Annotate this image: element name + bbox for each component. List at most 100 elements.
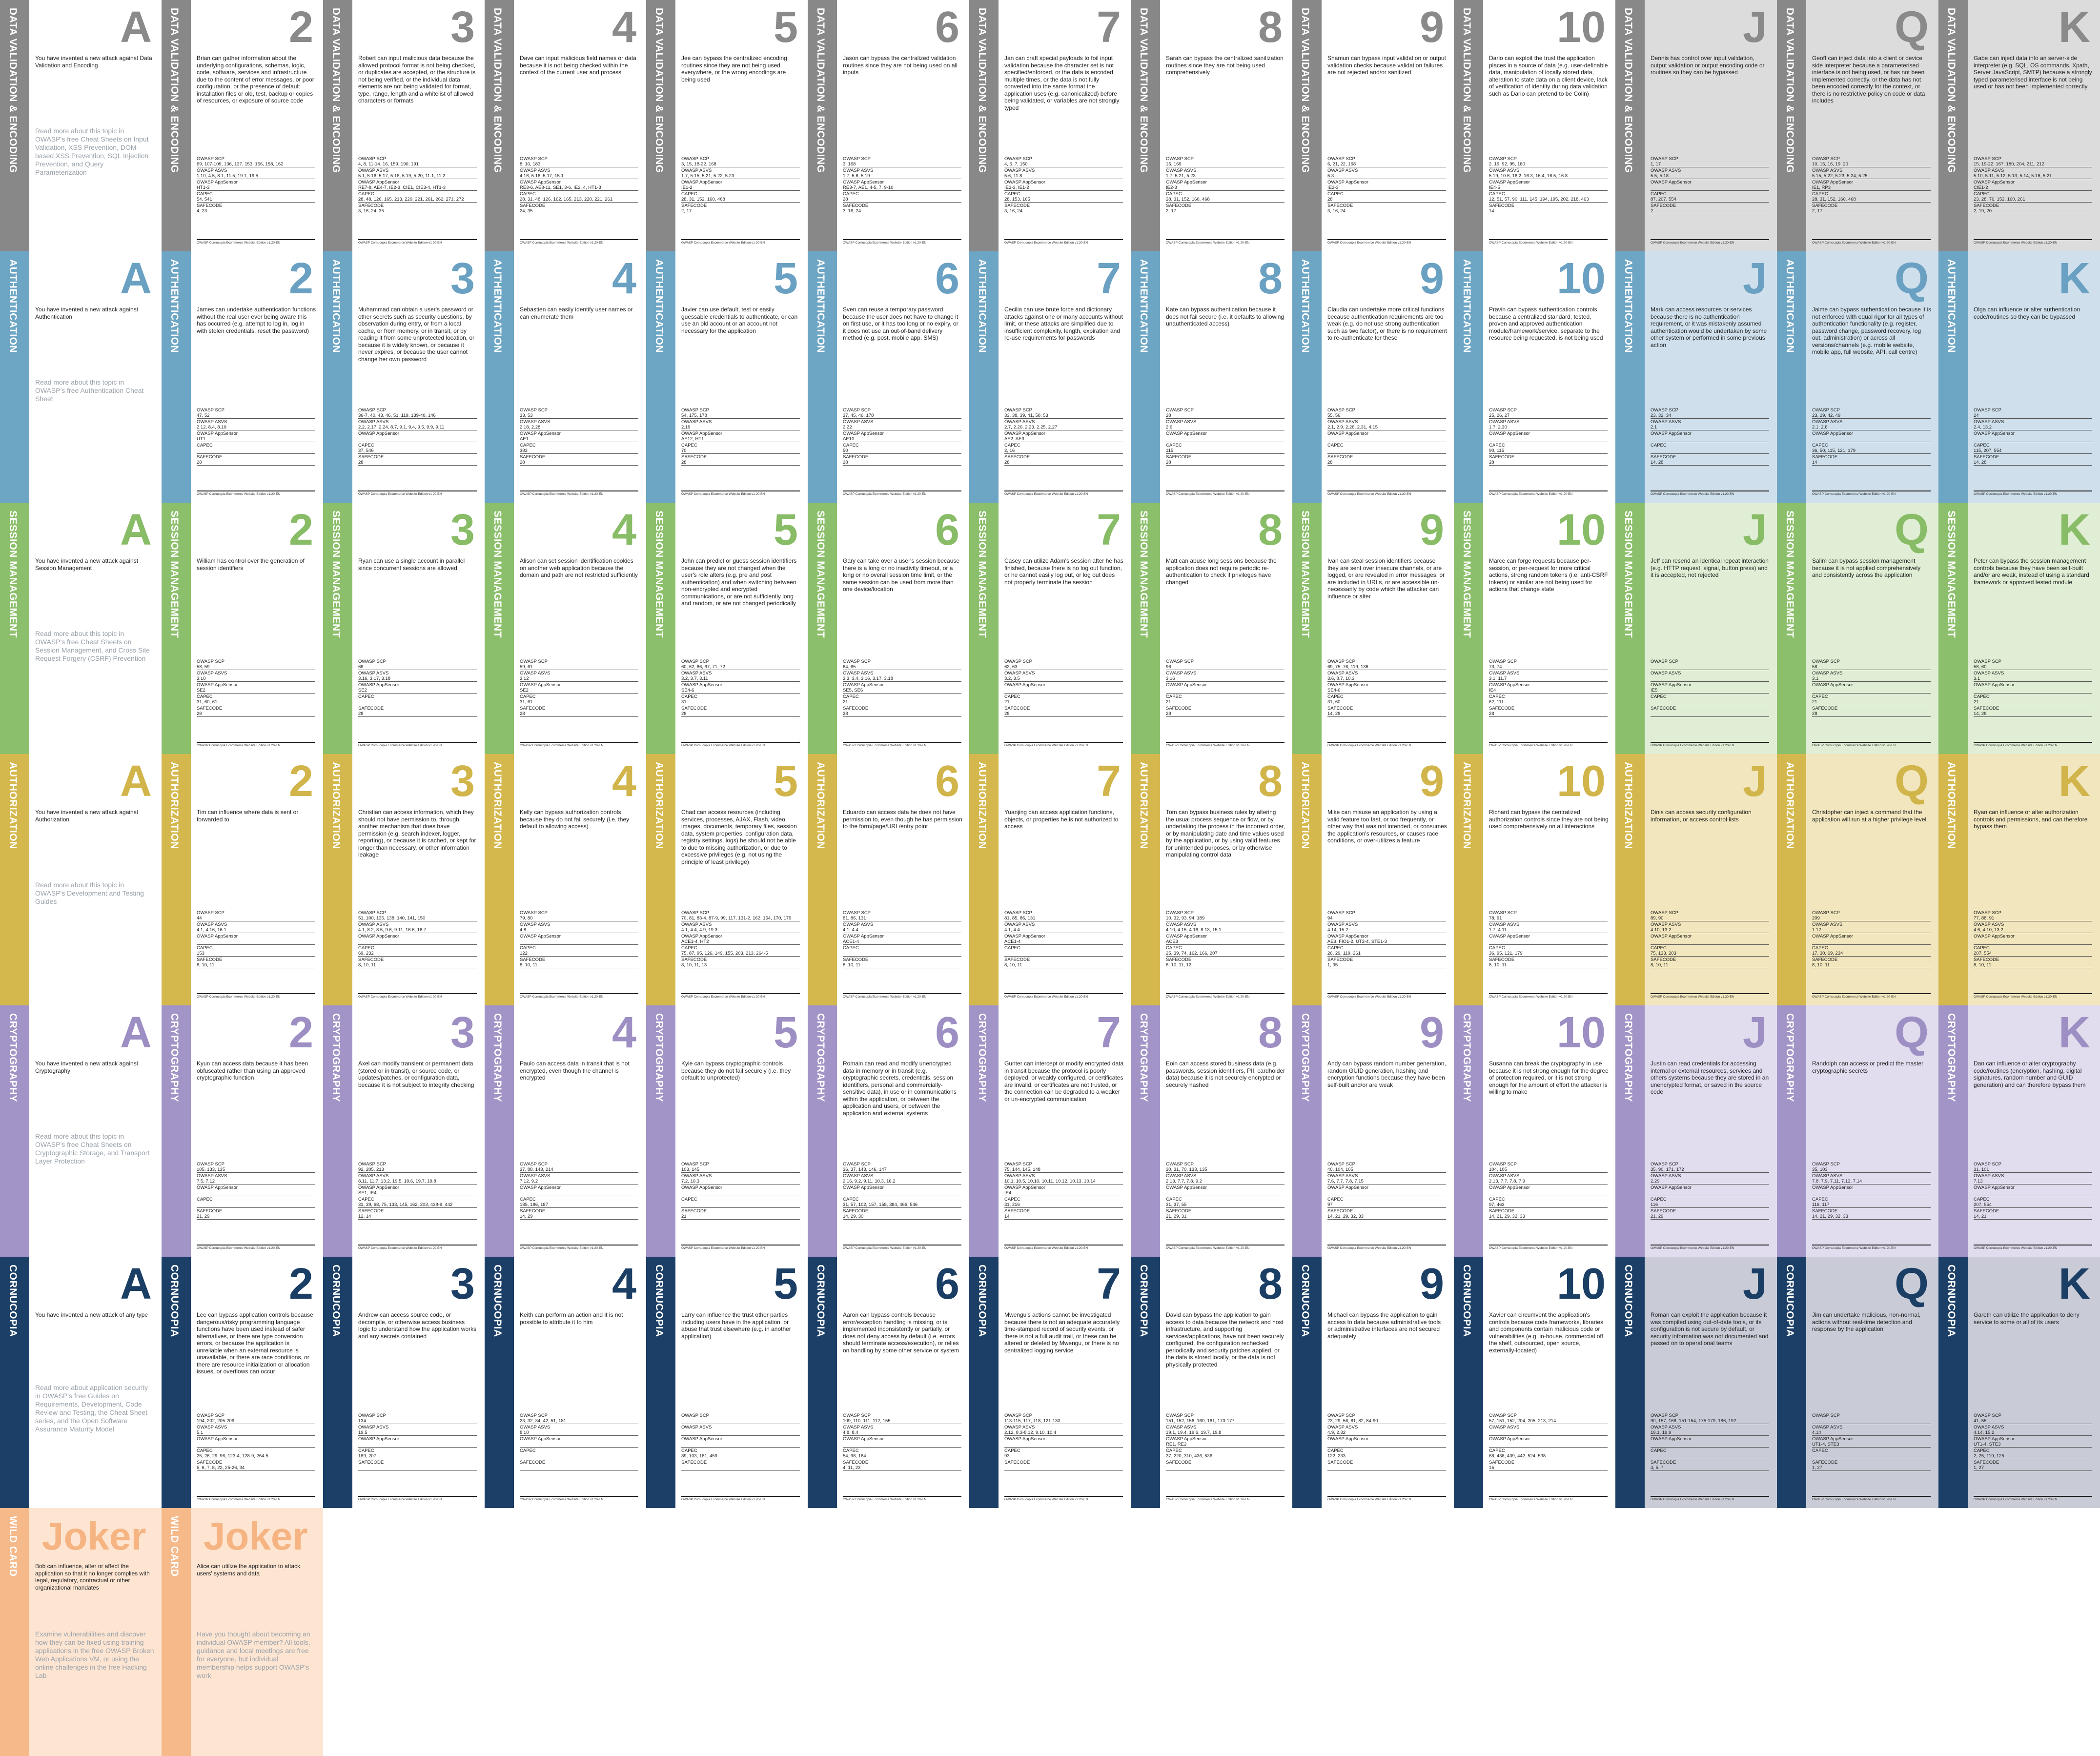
card-dv-k[interactable]: DATA VALIDATION & ENCODING K Gabe can inje… [1938, 0, 2100, 251]
card-cr-q[interactable]: CRYPTOGRAPHY Q Randolph can access or pred… [1777, 1005, 1938, 1257]
card-cr-4[interactable]: CRYPTOGRAPHY 4 Paulo can access data in tr… [485, 1005, 646, 1257]
card-at-q[interactable]: AUTHENTICATION Q Jaime can bypass authenti… [1777, 251, 1938, 503]
card-dv-3[interactable]: DATA VALIDATION & ENCODING 3 Robert can in… [323, 0, 485, 251]
card-sm-k[interactable]: SESSION MANAGEMENT K Peter can bypass the … [1938, 503, 2100, 754]
mapping-value [358, 1442, 477, 1447]
card-az-2[interactable]: AUTHORIZATION 2 Tim can influence where da… [162, 754, 323, 1005]
card-az-8[interactable]: AUTHORIZATION 8 Tom can bypass business ru… [1131, 754, 1292, 1005]
card-co-j[interactable]: CORNUCOPIA J Roman can exploit the applica… [1615, 1257, 1777, 1508]
card-at-5[interactable]: AUTHENTICATION 5 Javier can use default, t… [646, 251, 808, 503]
card-cr-5[interactable]: CRYPTOGRAPHY 5 Kyle can bypass cryptograph… [646, 1005, 808, 1257]
suit-strip: WILD CARD [0, 1508, 29, 1756]
card-cr-10[interactable]: CRYPTOGRAPHY 10 Susanna can break the cryp… [1454, 1005, 1615, 1257]
card-at-6[interactable]: AUTHENTICATION 6 Sven can reuse a temporar… [808, 251, 969, 503]
card-dv-j[interactable]: DATA VALIDATION & ENCODING J Dennis has co… [1615, 0, 1777, 251]
card-at-4[interactable]: AUTHENTICATION 4 Sebastien can easily iden… [485, 251, 646, 503]
card-sm-a[interactable]: SESSION MANAGEMENT A You have invented a n… [0, 503, 162, 754]
card-joker-1[interactable]: WILD CARD Joker Bob can influence, alter o… [0, 1508, 162, 1756]
card-az-a[interactable]: AUTHORIZATION A You have invented a new at… [0, 754, 162, 1005]
card-cr-8[interactable]: CRYPTOGRAPHY 8 Eoin can access stored busi… [1131, 1005, 1292, 1257]
card-dv-6[interactable]: DATA VALIDATION & ENCODING 6 Jason can byp… [808, 0, 969, 251]
card-co-7[interactable]: CORNUCOPIA 7 Mwengu's actions cannot be in… [969, 1257, 1131, 1508]
card-sm-3[interactable]: SESSION MANAGEMENT 3 Ryan can use a single… [323, 503, 485, 754]
card-dv-8[interactable]: DATA VALIDATION & ENCODING 8 Sarah can byp… [1131, 0, 1292, 251]
mapping-row-asvs: OWASP ASVS 4.1, 4.16, 16.1 [197, 922, 315, 933]
card-sm-7[interactable]: SESSION MANAGEMENT 7 Casey can utilize Ada… [969, 503, 1131, 754]
card-rank: 3 [450, 1008, 475, 1057]
mapping-row-appsensor: OWASP AppSensor AE1 [520, 431, 638, 442]
card-cr-3[interactable]: CRYPTOGRAPHY 3 Axel can modify transient o… [323, 1005, 485, 1257]
card-co-8[interactable]: CORNUCOPIA 8 David can bypass the applicat… [1131, 1257, 1292, 1508]
card-cr-k[interactable]: CRYPTOGRAPHY K Dan can influence or alter … [1938, 1005, 2100, 1257]
suit-label: SESSION MANAGEMENT [1461, 510, 1472, 638]
card-co-9[interactable]: CORNUCOPIA 9 Michael can bypass the applic… [1292, 1257, 1454, 1508]
card-dv-5[interactable]: DATA VALIDATION & ENCODING 5 Jee can bypas… [646, 0, 808, 251]
mapping-row-appsensor: OWASP AppSensor [1812, 934, 1931, 945]
card-cr-7[interactable]: CRYPTOGRAPHY 7 Gunter can intercept or mod… [969, 1005, 1131, 1257]
card-az-q[interactable]: AUTHORIZATION Q Christopher can inject a c… [1777, 754, 1938, 1005]
mapping-value: 30, 31, 70, 133, 135 [1166, 1167, 1207, 1172]
card-at-2[interactable]: AUTHENTICATION 2 James can undertake authe… [162, 251, 323, 503]
card-sm-5[interactable]: SESSION MANAGEMENT 5 John can predict or g… [646, 503, 808, 754]
card-at-j[interactable]: AUTHENTICATION J Mark can access resources… [1615, 251, 1777, 503]
card-co-q[interactable]: CORNUCOPIA Q Jim can undertake malicious, … [1777, 1257, 1938, 1508]
card-az-9[interactable]: AUTHORIZATION 9 Mike can misuse an applica… [1292, 754, 1454, 1005]
mapping-label: SAFECODE [520, 203, 546, 208]
card-description: Peter can bypass the session management … [1974, 557, 2089, 586]
card-cr-2[interactable]: CRYPTOGRAPHY 2 Kyun can access data becaus… [162, 1005, 323, 1257]
mapping-value: 28, 48, 126, 165, 213, 220, 221, 261, 26… [358, 197, 464, 202]
card-dv-4[interactable]: DATA VALIDATION & ENCODING 4 Dave can inpu… [485, 0, 646, 251]
mapping-row-appsensor: OWASP AppSensor UT1-4, STE3 [1974, 1436, 2092, 1448]
card-sm-8[interactable]: SESSION MANAGEMENT 8 Matt can abuse long s… [1131, 503, 1292, 754]
card-co-10[interactable]: CORNUCOPIA 10 Xavier can circumvent the ap… [1454, 1257, 1615, 1508]
card-at-a[interactable]: AUTHENTICATION A You have invented a new a… [0, 251, 162, 503]
card-co-3[interactable]: CORNUCOPIA 3 Andrew can access source code… [323, 1257, 485, 1508]
card-sm-j[interactable]: SESSION MANAGEMENT J Jeff can resend an id… [1615, 503, 1777, 754]
card-co-5[interactable]: CORNUCOPIA 5 Larry can influence the trust… [646, 1257, 808, 1508]
card-at-7[interactable]: AUTHENTICATION 7 Cecilia can use brute for… [969, 251, 1131, 503]
mapping-label: CAPEC [1166, 443, 1182, 448]
card-az-4[interactable]: AUTHORIZATION 4 Kelly can bypass authoriza… [485, 754, 646, 1005]
card-dv-7[interactable]: DATA VALIDATION & ENCODING 7 Jan can craft… [969, 0, 1131, 251]
card-dv-a[interactable]: DATA VALIDATION & ENCODING A You have inve… [0, 0, 162, 251]
mapping-value: 8.11, 11.7, 13.2, 19.5, 19.6, 19.7, 19.8 [358, 1179, 436, 1184]
card-az-j[interactable]: AUTHORIZATION J Dinis can access security … [1615, 754, 1777, 1005]
card-at-10[interactable]: AUTHENTICATION 10 Pravin can bypass authen… [1454, 251, 1615, 503]
card-az-3[interactable]: AUTHORIZATION 3 Christian can access infor… [323, 754, 485, 1005]
card-dv-2[interactable]: DATA VALIDATION & ENCODING 2 Brian can gat… [162, 0, 323, 251]
card-sm-10[interactable]: SESSION MANAGEMENT 10 Marce can forge requ… [1454, 503, 1615, 754]
card-dv-q[interactable]: DATA VALIDATION & ENCODING Q Geoff can inj… [1777, 0, 1938, 251]
card-co-6[interactable]: CORNUCOPIA 6 Aaron can bypass controls bec… [808, 1257, 969, 1508]
card-az-7[interactable]: AUTHORIZATION 7 Yuanjing can access applic… [969, 754, 1131, 1005]
card-dv-10[interactable]: DATA VALIDATION & ENCODING 10 Dario can ex… [1454, 0, 1615, 251]
card-at-9[interactable]: AUTHENTICATION 9 Claudia can undertake mor… [1292, 251, 1454, 503]
card-sm-2[interactable]: SESSION MANAGEMENT 2 William has control o… [162, 503, 323, 754]
card-co-k[interactable]: CORNUCOPIA K Gareth can utilize the applic… [1938, 1257, 2100, 1508]
card-sm-4[interactable]: SESSION MANAGEMENT 4 Alison can set sessio… [485, 503, 646, 754]
card-cr-j[interactable]: CRYPTOGRAPHY J Justin can read credentials… [1615, 1005, 1777, 1257]
card-joker-2[interactable]: WILD CARD Joker Alice can utilize the appl… [162, 1508, 323, 1756]
card-at-3[interactable]: AUTHENTICATION 3 Muhammad can obtain a use… [323, 251, 485, 503]
card-co-2[interactable]: CORNUCOPIA 2 Lee can bypass application co… [162, 1257, 323, 1508]
mapping-value: 4, 23 [197, 208, 207, 214]
card-az-k[interactable]: AUTHORIZATION K Ryan can influence or alte… [1938, 754, 2100, 1005]
card-sm-q[interactable]: SESSION MANAGEMENT Q Salim can bypass sess… [1777, 503, 1938, 754]
card-cr-a[interactable]: CRYPTOGRAPHY A You have invented a new att… [0, 1005, 162, 1257]
card-at-k[interactable]: AUTHENTICATION K Olga can influence or alt… [1938, 251, 2100, 503]
card-az-10[interactable]: AUTHORIZATION 10 Richard can bypass the ce… [1454, 754, 1615, 1005]
card-footer: OWASP Cornucopia Ecommerce Website Editi… [843, 1245, 961, 1250]
card-cr-9[interactable]: CRYPTOGRAPHY 9 Andy can bypass random numb… [1292, 1005, 1454, 1257]
card-rank: 10 [1556, 506, 1606, 554]
card-footer: OWASP Cornucopia Ecommerce Website Editi… [197, 993, 315, 999]
mapping-row-asvs: OWASP ASVS [681, 1425, 800, 1436]
card-at-8[interactable]: AUTHENTICATION 8 Kate can bypass authentic… [1131, 251, 1292, 503]
card-sm-9[interactable]: SESSION MANAGEMENT 9 Ivan can steal sessio… [1292, 503, 1454, 754]
card-sm-6[interactable]: SESSION MANAGEMENT 6 Gary can take over a … [808, 503, 969, 754]
card-co-4[interactable]: CORNUCOPIA 4 Keith can perform an action a… [485, 1257, 646, 1508]
card-co-a[interactable]: CORNUCOPIA A You have invented a new attac… [0, 1257, 162, 1508]
card-cr-6[interactable]: CRYPTOGRAPHY 6 Romain can read and modify … [808, 1005, 969, 1257]
mapping-value: 189, 207 [358, 1453, 376, 1459]
card-dv-9[interactable]: DATA VALIDATION & ENCODING 9 Shamun can by… [1292, 0, 1454, 251]
card-az-5[interactable]: AUTHORIZATION 5 Chad can access resources … [646, 754, 808, 1005]
card-az-6[interactable]: AUTHORIZATION 6 Eduardo can access data he… [808, 754, 969, 1005]
